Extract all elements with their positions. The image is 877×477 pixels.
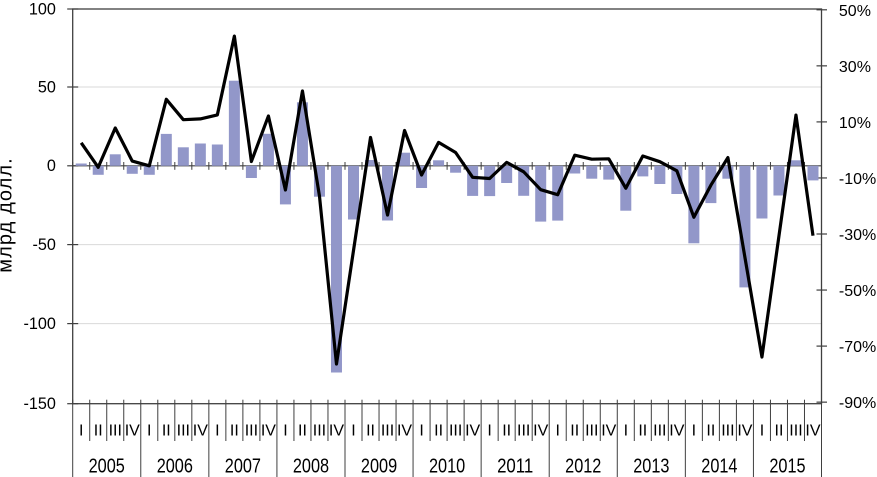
svg-text:IV: IV bbox=[261, 423, 276, 440]
svg-text:II: II bbox=[775, 423, 784, 440]
svg-text:50%: 50% bbox=[839, 3, 871, 20]
svg-text:2008: 2008 bbox=[293, 455, 329, 477]
svg-text:I: I bbox=[692, 423, 696, 440]
svg-text:-150: -150 bbox=[23, 395, 55, 413]
svg-text:III: III bbox=[449, 423, 462, 440]
svg-text:II: II bbox=[230, 423, 239, 440]
svg-text:I: I bbox=[283, 423, 287, 440]
svg-text:-70%: -70% bbox=[839, 339, 876, 356]
svg-text:II: II bbox=[94, 423, 103, 440]
svg-text:II: II bbox=[570, 423, 579, 440]
svg-text:III: III bbox=[381, 423, 394, 440]
svg-text:III: III bbox=[177, 423, 190, 440]
svg-text:II: II bbox=[366, 423, 375, 440]
svg-text:-50%: -50% bbox=[839, 283, 876, 300]
svg-text:III: III bbox=[517, 423, 530, 440]
svg-text:I: I bbox=[79, 423, 83, 440]
svg-text:II: II bbox=[706, 423, 715, 440]
svg-text:II: II bbox=[502, 423, 511, 440]
svg-text:-100: -100 bbox=[23, 315, 55, 333]
svg-text:I: I bbox=[215, 423, 219, 440]
svg-text:III: III bbox=[109, 423, 122, 440]
svg-text:-90%: -90% bbox=[839, 395, 876, 412]
svg-text:-10%: -10% bbox=[839, 171, 876, 188]
svg-text:2009: 2009 bbox=[361, 455, 397, 477]
svg-text:IV: IV bbox=[805, 423, 820, 440]
svg-text:2011: 2011 bbox=[497, 455, 533, 477]
svg-text:2005: 2005 bbox=[89, 455, 125, 477]
svg-text:50: 50 bbox=[38, 78, 56, 96]
svg-text:II: II bbox=[434, 423, 443, 440]
svg-text:I: I bbox=[419, 423, 423, 440]
svg-text:IV: IV bbox=[125, 423, 140, 440]
svg-text:I: I bbox=[624, 423, 628, 440]
svg-text:2010: 2010 bbox=[429, 455, 465, 477]
svg-text:IV: IV bbox=[601, 423, 616, 440]
svg-text:II: II bbox=[638, 423, 647, 440]
svg-text:10%: 10% bbox=[839, 115, 871, 132]
svg-text:III: III bbox=[245, 423, 258, 440]
svg-text:2012: 2012 bbox=[565, 455, 601, 477]
svg-text:IV: IV bbox=[329, 423, 344, 440]
svg-text:I: I bbox=[147, 423, 151, 440]
svg-text:2015: 2015 bbox=[769, 455, 805, 477]
svg-text:IV: IV bbox=[193, 423, 208, 440]
svg-text:-30%: -30% bbox=[839, 227, 876, 244]
svg-text:2013: 2013 bbox=[633, 455, 669, 477]
svg-text:IV: IV bbox=[669, 423, 684, 440]
svg-text:млрд долл.: млрд долл. bbox=[0, 158, 16, 273]
svg-text:III: III bbox=[789, 423, 802, 440]
svg-text:III: III bbox=[585, 423, 598, 440]
svg-text:III: III bbox=[721, 423, 734, 440]
svg-text:2014: 2014 bbox=[701, 455, 737, 477]
svg-text:IV: IV bbox=[533, 423, 548, 440]
svg-text:100: 100 bbox=[29, 1, 56, 19]
svg-text:0: 0 bbox=[47, 157, 56, 175]
svg-text:30%: 30% bbox=[839, 59, 871, 76]
svg-text:I: I bbox=[555, 423, 559, 440]
svg-text:IV: IV bbox=[737, 423, 752, 440]
svg-text:2007: 2007 bbox=[225, 455, 261, 477]
svg-text:2006: 2006 bbox=[157, 455, 193, 477]
svg-text:III: III bbox=[653, 423, 666, 440]
svg-text:I: I bbox=[760, 423, 764, 440]
svg-text:I: I bbox=[487, 423, 491, 440]
svg-text:III: III bbox=[313, 423, 326, 440]
svg-text:II: II bbox=[298, 423, 307, 440]
svg-text:-50: -50 bbox=[32, 236, 55, 254]
svg-text:IV: IV bbox=[465, 423, 480, 440]
svg-text:I: I bbox=[351, 423, 355, 440]
svg-text:II: II bbox=[162, 423, 171, 440]
svg-text:IV: IV bbox=[397, 423, 412, 440]
